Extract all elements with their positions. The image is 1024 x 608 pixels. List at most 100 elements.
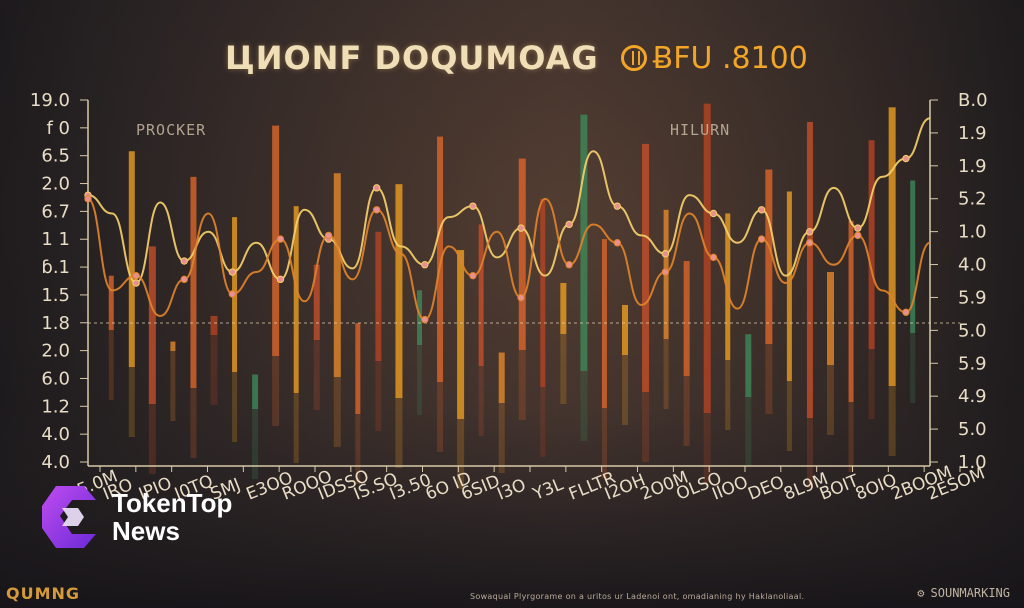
- left-tick-label: 1.8: [41, 313, 70, 334]
- series-point: [421, 315, 429, 324]
- bar: [540, 198, 546, 387]
- series-point: [613, 202, 621, 210]
- right-tick-label: 1.9: [958, 123, 987, 144]
- bar-reflection: [910, 333, 916, 403]
- bar-reflection: [416, 345, 422, 415]
- bar: [498, 352, 505, 403]
- left-tick-label: 1.5: [41, 285, 70, 306]
- series-line-2: [87, 197, 931, 321]
- series-point: [854, 231, 862, 240]
- bar: [293, 206, 299, 393]
- series-point: [661, 250, 670, 258]
- series-point: [517, 293, 525, 302]
- annotation-left: PROCKER: [136, 121, 207, 139]
- bar-reflection: [210, 335, 218, 405]
- series-point: [661, 268, 670, 276]
- bar-reflections: [108, 330, 916, 489]
- bar: [826, 272, 834, 365]
- series-point: [228, 290, 237, 298]
- bar-reflection: [518, 350, 526, 420]
- series-point: [84, 195, 92, 203]
- footer-right: ⚙ SOUNMARKING: [917, 586, 1010, 600]
- bar-reflection: [560, 334, 567, 404]
- series-point: [132, 271, 140, 280]
- bar-reflection: [190, 388, 197, 458]
- series-point: [324, 231, 333, 240]
- bar-reflection: [642, 392, 650, 462]
- series-point: [709, 209, 718, 218]
- bar-reflection: [540, 387, 546, 457]
- bar-reflection: [478, 366, 484, 436]
- bar: [478, 224, 484, 366]
- bar-reflection: [806, 418, 813, 488]
- bar: [786, 191, 792, 381]
- bar-reflection: [148, 404, 156, 474]
- bar-reflection: [355, 414, 361, 484]
- left-tick-label: 2.0: [41, 341, 70, 362]
- series-point: [757, 235, 766, 243]
- series-point: [180, 275, 188, 284]
- bar-series: [108, 103, 916, 419]
- axes: [80, 99, 961, 472]
- series-point: [372, 206, 381, 214]
- right-tick-label: 1.0: [958, 452, 987, 473]
- bar: [190, 176, 197, 388]
- bar: [437, 136, 444, 382]
- footer-right-label: SOUNMARKING: [930, 586, 1010, 600]
- bar: [910, 180, 916, 333]
- left-tick-label: 6.5: [41, 146, 70, 167]
- bar: [560, 283, 567, 334]
- left-tick-label: 4.0: [41, 452, 70, 473]
- left-tick-label: 19.0: [30, 90, 70, 111]
- bar: [745, 334, 752, 397]
- series-point: [372, 184, 381, 192]
- bar-reflection: [745, 397, 752, 467]
- bar: [703, 103, 711, 413]
- bar-reflection: [683, 376, 690, 446]
- bar-reflection: [703, 413, 711, 483]
- left-tick-label: 6.7: [41, 201, 70, 222]
- bar-reflection: [272, 356, 280, 426]
- bar: [725, 213, 731, 360]
- right-tick-label: B.0: [958, 90, 988, 111]
- bar: [621, 304, 628, 355]
- bar: [355, 323, 361, 414]
- bar-reflection: [395, 398, 403, 468]
- series-point: [565, 220, 573, 229]
- bar-reflection: [765, 344, 773, 414]
- annotation-right: HILURN: [670, 121, 731, 139]
- series-point: [517, 224, 525, 232]
- footer-note: Sowaqual Plyrgorame on a uritos ur Laden…: [470, 592, 805, 601]
- series-point: [180, 257, 188, 265]
- bar-reflection: [313, 340, 320, 410]
- left-tick-label: f 0: [46, 118, 70, 139]
- brand-line-1: TokenTop: [112, 488, 233, 518]
- bar: [375, 231, 382, 361]
- series-point: [854, 224, 862, 232]
- bar-reflection: [888, 386, 896, 456]
- chart-header: ЦИОNF DOQUMOAG ɃFU .8100: [225, 36, 845, 80]
- footer-left-label: QUMNG: [6, 584, 81, 603]
- bar: [848, 220, 854, 402]
- bar-reflection: [333, 377, 341, 447]
- right-tick-label: 5.0: [958, 320, 987, 341]
- series-point: [806, 239, 814, 247]
- right-tick-label: 5.9: [958, 353, 987, 374]
- left-tick-label: 4.0: [41, 424, 70, 445]
- bar-reflection: [232, 372, 238, 442]
- bar: [457, 250, 465, 419]
- bar: [518, 158, 526, 350]
- bar: [395, 184, 403, 398]
- bar: [108, 275, 114, 330]
- series-point: [228, 268, 237, 276]
- bar-reflection: [293, 393, 299, 463]
- right-tick-label: 5.9: [958, 287, 987, 308]
- bar: [128, 151, 135, 367]
- right-tick-label: 1.9: [958, 156, 987, 177]
- bar-reflection: [621, 355, 628, 425]
- left-tick-label: ɓ.1: [41, 257, 70, 278]
- chart-title: ЦИОNF DOQUMOAG: [225, 39, 599, 77]
- bar-reflection: [786, 381, 792, 451]
- left-tick-label: 1.2: [41, 396, 70, 417]
